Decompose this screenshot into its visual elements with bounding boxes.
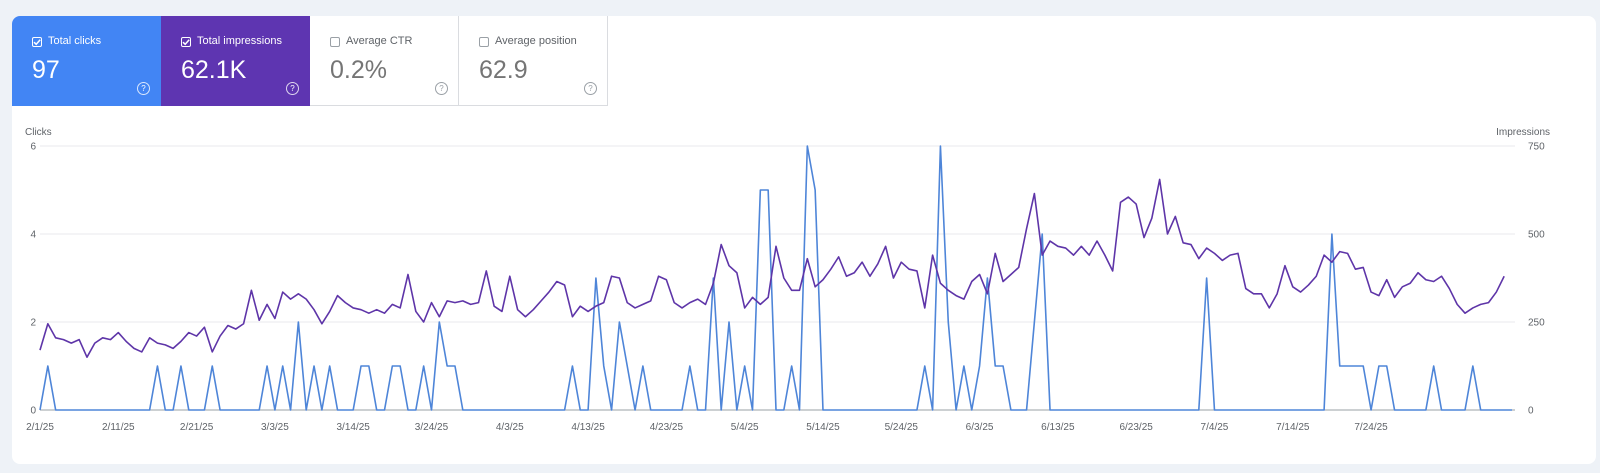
x-axis-tick-label: 4/13/25 — [571, 422, 605, 433]
right-axis-tick-label: 750 — [1528, 142, 1545, 153]
performance-card: Total clicks 97 ? Total impressions 62.1… — [12, 16, 1596, 464]
metric-value: 62.9 — [479, 56, 528, 84]
metric-total-clicks[interactable]: Total clicks 97 ? — [12, 16, 161, 106]
left-axis-title: Clicks — [25, 127, 52, 138]
left-axis-tick-label: 0 — [30, 406, 36, 417]
left-axis-tick-label: 4 — [30, 230, 36, 241]
performance-line-chart: Clicks Impressions 0 2 4 6 0 250 500 750 2/1/25 2… — [25, 127, 1550, 433]
x-axis-tick-label: 6/13/25 — [1041, 422, 1075, 433]
checkbox-checked-icon[interactable] — [181, 37, 191, 47]
x-axis-tick-label: 5/4/25 — [731, 422, 759, 433]
clicks-series-line — [39, 145, 1512, 411]
metric-label: Total clicks — [48, 35, 102, 47]
right-axis-tick-label: 500 — [1528, 230, 1545, 241]
x-axis-tick-label: 2/21/25 — [180, 422, 214, 433]
help-icon[interactable]: ? — [584, 82, 597, 95]
x-axis-tick-label: 6/23/25 — [1119, 422, 1153, 433]
metric-tabs: Total clicks 97 ? Total impressions 62.1… — [12, 16, 608, 106]
x-axis-tick-label: 4/23/25 — [650, 422, 684, 433]
right-axis-title: Impressions — [1496, 127, 1550, 138]
left-axis-tick-label: 6 — [30, 142, 36, 153]
help-icon[interactable]: ? — [286, 82, 299, 95]
x-axis-tick-label: 7/4/25 — [1201, 422, 1229, 433]
help-icon[interactable]: ? — [137, 82, 150, 95]
x-axis-tick-label: 6/3/25 — [966, 422, 994, 433]
metric-total-impressions[interactable]: Total impressions 62.1K ? — [161, 16, 310, 106]
metric-average-position[interactable]: Average position 62.9 ? — [459, 16, 608, 106]
metric-label: Average CTR — [346, 35, 413, 47]
x-axis-tick-label: 2/11/25 — [102, 422, 135, 433]
metric-value: 0.2% — [330, 56, 387, 84]
right-axis-tick-label: 250 — [1528, 318, 1545, 329]
metric-value: 97 — [32, 56, 60, 84]
impressions-series-line — [39, 178, 1505, 359]
metric-label: Average position — [495, 35, 577, 47]
checkbox-unchecked-icon[interactable] — [330, 37, 340, 47]
help-icon[interactable]: ? — [435, 82, 448, 95]
x-axis-tick-label: 3/14/25 — [337, 422, 371, 433]
x-axis-tick-label: 4/3/25 — [496, 422, 524, 433]
metric-average-ctr[interactable]: Average CTR 0.2% ? — [310, 16, 459, 106]
checkbox-unchecked-icon[interactable] — [479, 37, 489, 47]
x-axis-tick-label: 2/1/25 — [26, 422, 54, 433]
checkbox-checked-icon[interactable] — [32, 37, 42, 47]
x-axis-tick-label: 5/24/25 — [885, 422, 919, 433]
x-axis-tick-label: 7/24/25 — [1354, 422, 1388, 433]
left-axis-tick-label: 2 — [30, 318, 36, 329]
x-axis-tick-label: 5/14/25 — [806, 422, 840, 433]
metric-label: Total impressions — [197, 35, 282, 47]
right-axis-tick-label: 0 — [1528, 406, 1534, 417]
x-axis-tick-label: 7/14/25 — [1276, 422, 1310, 433]
x-axis-tick-label: 3/24/25 — [415, 422, 449, 433]
x-axis-tick-label: 3/3/25 — [261, 422, 289, 433]
metric-value: 62.1K — [181, 56, 247, 84]
